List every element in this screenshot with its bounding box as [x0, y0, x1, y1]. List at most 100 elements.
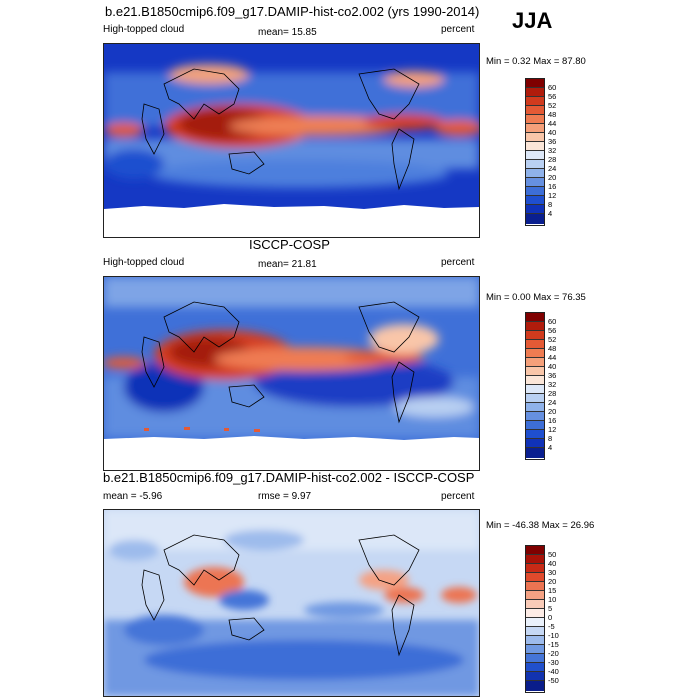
panel3-mean-label: mean = -5.96 — [103, 491, 163, 502]
panel3-colorbar-tick: -50 — [548, 676, 559, 685]
panel2-colorbar-swatch — [526, 349, 544, 358]
panel3-colorbar-tick: -40 — [548, 667, 559, 676]
panel1-colorbar-tick: 28 — [548, 155, 557, 164]
panel2-map-field — [104, 277, 479, 470]
panel1-colorbar-tick: 40 — [548, 128, 557, 137]
panel1-colorbar-tick: 56 — [548, 92, 557, 101]
panel3-colorbar-swatch — [526, 582, 544, 591]
panel1-colorbar-swatch — [526, 160, 544, 169]
panel3-colorbar-swatch — [526, 681, 544, 691]
panel2-colorbar-tick: 40 — [548, 362, 557, 371]
panel3-colorbar-swatch — [526, 573, 544, 582]
panel2-colorbar-swatch — [526, 403, 544, 412]
panel1-minmax: Min = 0.32 Max = 87.80 — [486, 56, 586, 67]
panel3-colorbar-tick: 0 — [548, 613, 553, 622]
panel2-colorbar-tick: 24 — [548, 398, 557, 407]
panel1-map — [103, 43, 480, 238]
panel2-colorbar-tick: 60 — [548, 317, 557, 326]
panel1-colorbar-swatch — [526, 178, 544, 187]
panel2-colorbar-tick: 36 — [548, 371, 557, 380]
season-label: JJA — [512, 8, 553, 33]
panel3-colorbar-swatch — [526, 564, 544, 573]
panel2-colorbar-swatch — [526, 448, 544, 458]
panel1-colorbar-tick: 48 — [548, 110, 557, 119]
panel1-colorbar — [525, 78, 545, 226]
panel3-colorbar-swatch — [526, 636, 544, 645]
panel3-colorbar — [525, 545, 545, 693]
panel2-colorbar-tick: 52 — [548, 335, 557, 344]
panel3-minmax: Min = -46.38 Max = 26.96 — [486, 520, 595, 531]
panel2-colorbar-tick: 56 — [548, 326, 557, 335]
panel1-colorbar-tick: 44 — [548, 119, 557, 128]
panel3-colorbar-swatch — [526, 618, 544, 627]
panel2-mean-label: mean= 21.81 — [258, 259, 317, 270]
panel3-colorbar-tick: 30 — [548, 568, 557, 577]
panel2-colorbar-tick: 48 — [548, 344, 557, 353]
panel2-colorbar-swatch — [526, 313, 544, 322]
panel3-units-label: percent — [441, 491, 475, 502]
panel2-colorbar-tick: 16 — [548, 416, 557, 425]
panel3-colorbar-swatch — [526, 654, 544, 663]
panel2-colorbar-tick: 20 — [548, 407, 557, 416]
panel3-colorbar-swatch — [526, 546, 544, 555]
panel2-colorbar-swatch — [526, 376, 544, 385]
panel2-colorbar-swatch — [526, 358, 544, 367]
panel2-units-label: percent — [441, 257, 475, 268]
panel3-map-field — [104, 510, 479, 696]
panel1-colorbar-tick: 52 — [548, 101, 557, 110]
panel2-colorbar-swatch — [526, 421, 544, 430]
panel1-colorbar-swatch — [526, 196, 544, 205]
panel1-colorbar-tick: 60 — [548, 83, 557, 92]
panel2-colorbar-swatch — [526, 367, 544, 376]
panel3-colorbar-tick: -30 — [548, 658, 559, 667]
panel3-colorbar-swatch — [526, 672, 544, 681]
panel2-colorbar-swatch — [526, 331, 544, 340]
panel3-colorbar-swatch — [526, 591, 544, 600]
panel1-colorbar-swatch — [526, 205, 544, 214]
panel2-colorbar-tick: 8 — [548, 434, 553, 443]
panel2-colorbar-tick: 28 — [548, 389, 557, 398]
panel3-map — [103, 509, 480, 697]
panel2-colorbar-swatch — [526, 430, 544, 439]
panel3-colorbar-tick: -20 — [548, 649, 559, 658]
panel3-colorbar-tick: 5 — [548, 604, 553, 613]
panel1-colorbar-swatch — [526, 106, 544, 115]
panel3-colorbar-swatch — [526, 600, 544, 609]
panel1-colorbar-tick: 16 — [548, 182, 557, 191]
panel1-colorbar-tick: 32 — [548, 146, 557, 155]
panel1-map-field — [104, 44, 479, 237]
panel2-map — [103, 276, 480, 471]
panel1-colorbar-tick: 8 — [548, 200, 553, 209]
panel1-colorbar-tick: 36 — [548, 137, 557, 146]
panel1-colorbar-tick: 4 — [548, 209, 553, 218]
panel3-colorbar-tick: -15 — [548, 640, 559, 649]
panel3-colorbar-swatch — [526, 555, 544, 564]
figure-title: b.e21.B1850cmip6.f09_g17.DAMIP-hist-co2.… — [105, 4, 480, 19]
panel1-units-label: percent — [441, 24, 475, 35]
panel2-colorbar-tick: 4 — [548, 443, 553, 452]
panel2-colorbar-tick: 12 — [548, 425, 557, 434]
panel3-colorbar-tick: 20 — [548, 577, 557, 586]
panel2-colorbar-swatch — [526, 412, 544, 421]
panel1-colorbar-swatch — [526, 151, 544, 160]
panel2-colorbar-swatch — [526, 439, 544, 448]
panel3-colorbar-tick: 50 — [548, 550, 557, 559]
panel2-colorbar-tick: 32 — [548, 380, 557, 389]
panel1-colorbar-swatch — [526, 169, 544, 178]
panel1-colorbar-swatch — [526, 115, 544, 124]
panel3-colorbar-tick: -10 — [548, 631, 559, 640]
panel3-rmse-label: rmse = 9.97 — [258, 491, 312, 502]
panel2-colorbar-swatch — [526, 340, 544, 349]
panel1-mean-label: mean= 15.85 — [258, 27, 317, 38]
panel1-colorbar-swatch — [526, 133, 544, 142]
panel1-colorbar-tick: 20 — [548, 173, 557, 182]
panel3-colorbar-tick: 40 — [548, 559, 557, 568]
panel1-colorbar-swatch — [526, 88, 544, 97]
panel3-colorbar-swatch — [526, 663, 544, 672]
panel3-colorbar-swatch — [526, 645, 544, 654]
panel2-colorbar — [525, 312, 545, 460]
panel1-colorbar-swatch — [526, 142, 544, 151]
panel1-colorbar-swatch — [526, 97, 544, 106]
panel3-colorbar-tick: 10 — [548, 595, 557, 604]
panel3-colorbar-tick: 15 — [548, 586, 557, 595]
